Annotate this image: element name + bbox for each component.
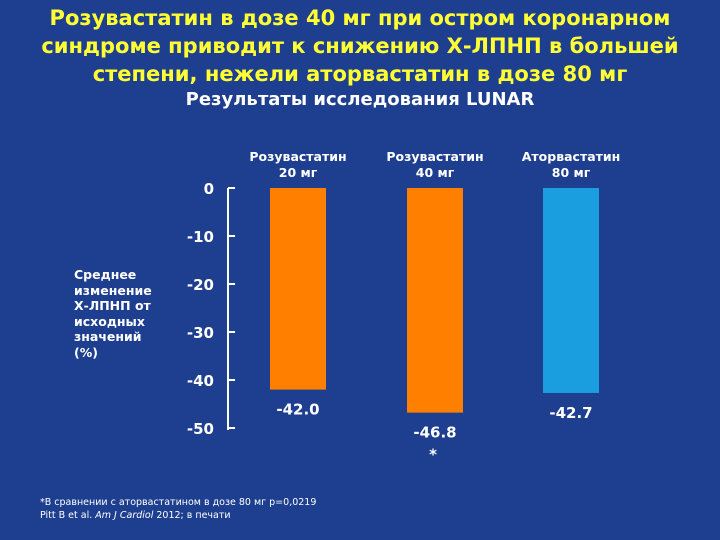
footnote-author: Pitt B et al. bbox=[40, 510, 96, 521]
category-label: Аторвастатин 80 мг bbox=[522, 149, 621, 180]
category-label-line: 80 мг bbox=[552, 165, 591, 180]
y-tick-label: 0 bbox=[204, 180, 214, 198]
category-label-line: Розувастатин bbox=[249, 149, 346, 164]
y-label-line: Среднее bbox=[74, 267, 137, 282]
footnote-line-2: Pitt B et al. Am J Cardiol 2012; в печат… bbox=[40, 509, 316, 522]
footnote-year: 2012; в печати bbox=[153, 510, 231, 521]
significance-mark: * bbox=[429, 446, 437, 464]
title-line-1: Розувастатин в дозе 40 мг при остром кор… bbox=[49, 6, 671, 30]
category-label: Розувастатин 20 мг bbox=[249, 149, 346, 180]
footnote-journal: Am J Cardiol bbox=[95, 510, 154, 521]
data-label: -42.0 bbox=[276, 401, 319, 419]
y-tick-label: -40 bbox=[187, 372, 214, 390]
y-tick-label: -20 bbox=[187, 276, 214, 294]
y-label-line: Х-ЛПНП от bbox=[74, 298, 151, 313]
category-label-line: Аторвастатин bbox=[522, 149, 621, 164]
y-label-line: (%) bbox=[74, 344, 98, 360]
bar bbox=[407, 188, 463, 413]
slide-title: Розувастатин в дозе 40 мг при остром кор… bbox=[0, 4, 720, 88]
category-label: Розувастатин 40 мг bbox=[386, 149, 483, 180]
data-label: -42.7 bbox=[549, 404, 592, 422]
y-label-line: изменение bbox=[74, 282, 152, 298]
bar bbox=[270, 188, 326, 390]
category-label-line: 40 мг bbox=[416, 165, 455, 180]
category-label-line: 20 мг bbox=[279, 165, 318, 180]
slide-subtitle: Результаты исследования LUNAR bbox=[185, 89, 535, 110]
bar bbox=[543, 188, 599, 393]
title-line-2: синдроме приводит к снижению Х-ЛПНП в бо… bbox=[41, 34, 679, 58]
y-tick-label: -10 bbox=[187, 228, 214, 246]
footnote-line-1: *В сравнении с аторвастатином в дозе 80 … bbox=[40, 497, 317, 508]
y-label-line: значений bbox=[74, 329, 142, 344]
title-line-3: степени, нежели аторвастатин в дозе 80 м… bbox=[92, 62, 628, 86]
y-label-line: исходных bbox=[74, 313, 145, 329]
y-tick-label: -30 bbox=[187, 324, 214, 342]
y-axis-label: Среднее изменение Х-ЛПНП от исходных зна… bbox=[74, 267, 174, 360]
category-label-line: Розувастатин bbox=[386, 149, 483, 164]
data-label: -46.8 bbox=[413, 424, 456, 442]
y-tick-label: -50 bbox=[187, 420, 214, 438]
footnote: *В сравнении с аторвастатином в дозе 80 … bbox=[40, 496, 316, 522]
